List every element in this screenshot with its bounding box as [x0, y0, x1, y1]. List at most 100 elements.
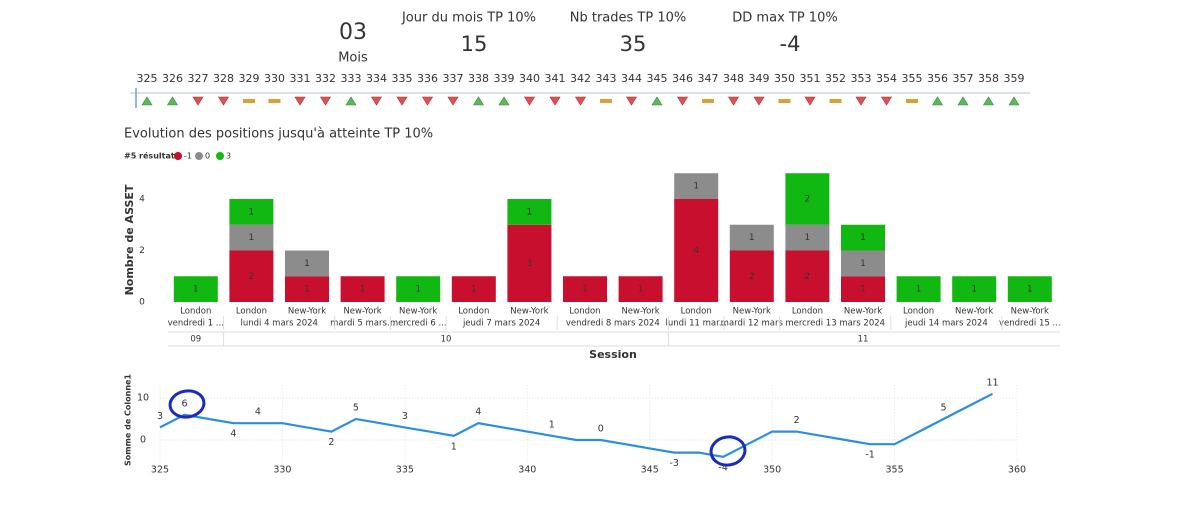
kpi-title: Jour du mois TP 10%	[401, 11, 536, 26]
session-label: London	[458, 307, 489, 317]
bar-label: 2	[749, 272, 755, 282]
bar-label: 1	[860, 233, 866, 243]
bar-label: 1	[805, 233, 811, 243]
data-label: 2	[328, 437, 334, 448]
session-label: New-York	[288, 307, 326, 317]
trade-flat	[778, 99, 791, 103]
trade-down	[294, 96, 306, 106]
trade-number: 348	[723, 72, 744, 85]
trade-number: 347	[698, 72, 719, 85]
data-label: 5	[353, 403, 359, 414]
trade-number: 345	[647, 72, 668, 85]
trade-number: 356	[927, 72, 948, 85]
x-tick-label: 325	[151, 465, 169, 476]
data-label: -1	[865, 450, 874, 461]
day-label: jeudi 7 mars 2024	[462, 319, 540, 329]
week-label: 10	[441, 335, 452, 345]
data-label: 4	[230, 429, 236, 440]
trade-number: 341	[545, 72, 566, 85]
session-label: London	[792, 307, 823, 317]
day-label: vendredi 1 ...	[168, 319, 224, 329]
trade-down	[421, 96, 434, 106]
trade-number: 337	[443, 72, 464, 85]
day-label: vendredi 15 ...	[999, 319, 1061, 329]
trade-number: 353	[851, 72, 872, 85]
trade-down	[727, 96, 740, 106]
trade-number: 335	[392, 72, 413, 85]
trade-down	[549, 96, 561, 106]
bar-segment	[229, 224, 274, 251]
bar-segment	[841, 276, 885, 302]
trade-number: 339	[494, 72, 515, 85]
bar-label: 1	[360, 285, 366, 295]
trade-up	[472, 96, 485, 106]
bar-segment	[173, 276, 218, 302]
trade-number: 355	[902, 72, 923, 85]
trade-down	[370, 96, 383, 106]
bar-label: 1	[527, 207, 533, 217]
day-label: mercredi 13 mars 2024	[785, 319, 885, 329]
highlight-circle	[168, 389, 206, 419]
trade-up	[982, 96, 995, 106]
bar-label: 1	[1027, 285, 1033, 295]
bar-label: 1	[638, 285, 644, 295]
x-tick-label: 350	[763, 465, 781, 476]
bar-segment	[785, 224, 830, 251]
trade-number: 350	[774, 72, 795, 85]
trade-flat	[829, 99, 842, 103]
data-label: 3	[402, 411, 408, 422]
bar-label: 1	[249, 207, 255, 217]
trade-down	[676, 96, 689, 106]
bar-segment	[674, 173, 719, 199]
bar-label: 1	[249, 233, 255, 243]
data-label: 0	[598, 424, 604, 435]
bar-label: 2	[805, 272, 811, 282]
trade-flat	[906, 99, 918, 103]
bar-label: 1	[193, 285, 199, 295]
legend-swatch	[195, 152, 203, 160]
data-label: -3	[669, 458, 678, 469]
trade-number: 325	[137, 72, 158, 85]
legend-label: -1	[184, 152, 192, 161]
trade-down	[880, 96, 893, 106]
day-label: lundi 4 mars 2024	[240, 319, 317, 329]
bar-label: 1	[304, 259, 310, 269]
day-label: jeudi 14 mars 2024	[904, 319, 988, 329]
bar-segment	[896, 276, 941, 302]
bar-segment	[229, 250, 274, 302]
x-tick-label: 360	[1008, 465, 1026, 476]
trade-down	[855, 96, 867, 106]
trade-down	[396, 96, 408, 106]
session-label: London	[903, 307, 934, 317]
y-tick-label: 0	[139, 298, 145, 308]
bar-label: 1	[415, 285, 421, 295]
bar-label: 2	[805, 195, 811, 205]
data-label: 1	[549, 419, 555, 430]
bar-segment	[841, 224, 885, 251]
trade-number: 357	[953, 72, 974, 85]
bar-label: 1	[971, 285, 977, 295]
session-label: New-York	[399, 307, 437, 317]
kpi-value: -4	[780, 32, 801, 56]
bar-label: 1	[860, 259, 866, 269]
bar-label: 1	[693, 182, 699, 192]
trade-number: 342	[570, 72, 591, 85]
session-label: New-York	[343, 307, 381, 317]
trade-down	[447, 96, 459, 106]
day-label: lundi 11 mar...	[665, 319, 726, 329]
trade-down	[574, 96, 587, 106]
highlight-circle	[709, 435, 747, 467]
trade-number: 343	[596, 72, 617, 85]
trade-number: 352	[825, 72, 846, 85]
trade-number: 332	[315, 72, 336, 85]
chart-title: Evolution des positions jusqu'à atteinte…	[124, 127, 433, 142]
trade-down	[192, 96, 204, 106]
trade-number: 358	[978, 72, 999, 85]
trade-number: 346	[672, 72, 693, 85]
kpi-value: 35	[620, 32, 647, 56]
bar-segment	[563, 276, 607, 302]
legend-swatch	[174, 152, 182, 160]
trade-number: 331	[290, 72, 311, 85]
kpi-title: DD max TP 10%	[732, 11, 837, 26]
trade-number: 340	[519, 72, 540, 85]
